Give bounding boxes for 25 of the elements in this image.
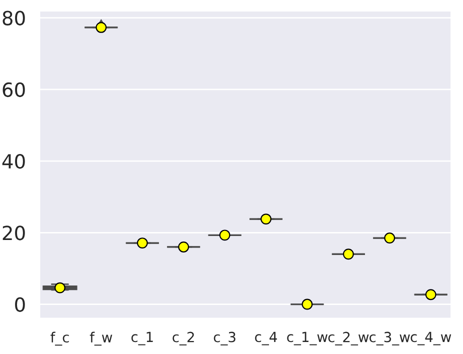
point — [96, 22, 107, 33]
point — [178, 242, 190, 252]
x-tick-label: f_w — [90, 332, 112, 346]
point — [54, 282, 66, 294]
x-tick-label: c_3_w — [370, 332, 410, 346]
y-tick-label: 0 — [15, 297, 25, 312]
x-tick-label: c_2_w — [328, 332, 369, 346]
point — [302, 298, 313, 310]
y-tick-label: 60 — [2, 82, 25, 98]
point — [384, 232, 396, 244]
y-tick-label: 20 — [2, 226, 25, 240]
y-tick-label: 80 — [2, 10, 25, 26]
point — [425, 289, 436, 300]
x-tick-label: c_3 — [214, 332, 236, 346]
x-tick-label: c_4_w — [410, 332, 452, 346]
point — [260, 214, 272, 225]
y-tick-label: 40 — [2, 154, 25, 169]
x-tick-label: c_1_w — [287, 332, 328, 346]
point — [136, 238, 148, 249]
x-tick-label: f_c — [50, 332, 69, 346]
x-tick-label: c_2 — [172, 332, 194, 346]
x-tick-label: c_4 — [255, 332, 277, 346]
x-tick-label: c_1 — [131, 332, 153, 346]
point — [219, 230, 230, 241]
point — [342, 248, 354, 260]
